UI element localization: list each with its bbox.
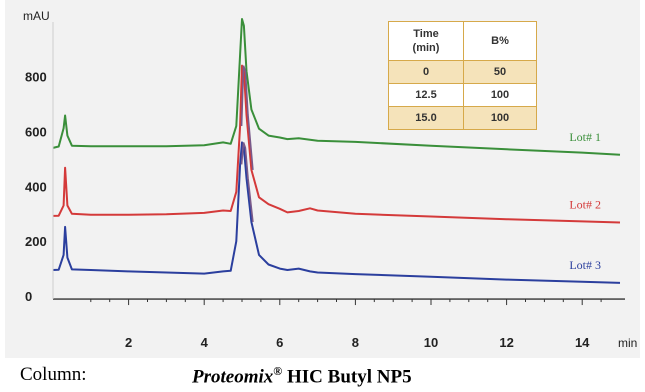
caption-value: Proteomix® HIC Butyl NP5 [192,364,412,388]
x-tick-label: 14 [575,335,590,350]
gradient-table-header: Time (min) B% [388,21,537,61]
x-tick-label: 8 [352,335,359,350]
x-unit-label: min [618,336,637,350]
y-tick-label: 600 [25,124,47,139]
registered-mark: ® [273,364,283,378]
gradient-table-header-time-text: Time (min) [412,28,440,54]
gradient-table-row: 0 50 [388,60,537,84]
caption-product: Proteomix [192,366,274,388]
x-tick-label: 6 [276,335,283,350]
gradient-table-cell-b: 100 [463,83,537,107]
gradient-table-row: 15.0 100 [388,106,537,130]
series-label-lot-2: Lot# 2 [569,198,601,212]
y-tick-label: 200 [25,234,47,249]
gradient-table-row: 12.5 100 [388,83,537,107]
axis-layer [52,22,625,306]
series-label-lot-1: Lot# 1 [569,130,601,144]
gradient-table-cell-b: 50 [463,60,537,84]
label-layer: 2 4 6 8 10 12 14 0 200 400 600 800 mAU min Lot# 1 Lot# … [23,9,637,350]
gradient-table-header-time: Time (min) [388,21,464,61]
gradient-table-cell-time: 15.0 [388,106,464,130]
y-tick-label: 0 [25,289,32,304]
x-tick-label: 4 [201,335,209,350]
column-caption: Column: Proteomix® HIC Butyl NP5 [20,364,412,388]
x-tick-label: 10 [424,335,438,350]
peak-shoulder-line-lot-3 [240,142,254,223]
y-tick-label: 800 [25,70,47,85]
chromatogram-chart: 2 4 6 8 10 12 14 0 200 400 600 800 mAU min Lot# 1 Lot# … [23,9,637,350]
gradient-table-cell-b: 100 [463,106,537,130]
x-tick-label: 12 [499,335,513,350]
caption-product-rest: HIC Butyl NP5 [282,366,412,388]
gradient-table-cell-time: 12.5 [388,83,464,107]
caption-label: Column: [20,364,87,385]
gradient-table: Time (min) B% 0 50 12.5 100 15.0 100 [388,21,537,130]
peak-shoulder-line-lot-2 [240,65,254,170]
x-tick-label: 2 [125,335,132,350]
y-unit-label: mAU [23,9,50,23]
series-layer [52,18,621,284]
series-line-lot-1 [52,18,621,156]
chromatogram-panel: 2 4 6 8 10 12 14 0 200 400 600 800 mAU min Lot# 1 Lot# … [5,0,640,358]
gradient-table-header-b: B% [463,21,537,61]
gradient-table-cell-time: 0 [388,60,464,84]
y-tick-label: 400 [25,179,47,194]
series-label-lot-3: Lot# 3 [569,258,601,272]
